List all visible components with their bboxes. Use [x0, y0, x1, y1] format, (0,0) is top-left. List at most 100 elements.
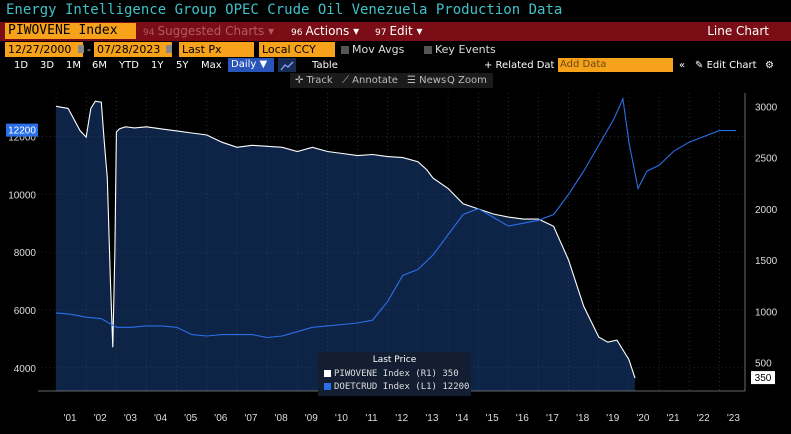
left-tick-label: 8000	[14, 248, 37, 259]
table-button[interactable]: Table	[312, 60, 338, 71]
left-tick-label: 10000	[8, 190, 36, 201]
range-bar: 1D 3D 1M 6M YTD 1Y 5Y Max Daily ▼ Table …	[0, 58, 791, 73]
x-tick-label: '23	[727, 413, 740, 424]
left-current-tag	[6, 123, 38, 137]
edit-number: 97	[375, 28, 387, 38]
track-tool[interactable]: ✛ Track	[295, 75, 333, 86]
right-current-label: 350	[755, 373, 772, 384]
checkbox-icon	[424, 46, 432, 54]
x-tick-label: '12	[395, 413, 408, 424]
series-line-piwovene[interactable]	[56, 100, 636, 379]
left-tick-label: 6000	[14, 306, 37, 317]
mov-avgs-label: Mov Avgs	[352, 43, 405, 56]
range-1d[interactable]: 1D	[14, 60, 29, 71]
legend-swatch	[324, 370, 331, 377]
right-tick-label: 1500	[755, 256, 778, 267]
right-tick-label: 3000	[755, 102, 778, 113]
currency-select[interactable]: Local CCY	[259, 42, 335, 57]
x-tick-label: '21	[667, 413, 680, 424]
price-chart[interactable]: 4000 6000 8000 10000 12000 500 1000 1500 2000 250…	[0, 88, 791, 434]
chart-type-label: Line Chart	[707, 24, 769, 38]
period-select[interactable]: Daily ▼	[228, 58, 274, 72]
range-1y[interactable]: 1Y	[151, 60, 164, 71]
legend[interactable]: Last Price PIWOVENE Index (R1) 350 DOETC…	[318, 352, 471, 396]
ticker-field[interactable]: PIWOVENE Index	[5, 23, 136, 39]
suggested-charts-menu[interactable]: 94 Suggested Charts ▾	[143, 22, 274, 43]
range-5y[interactable]: 5Y	[176, 60, 189, 71]
actions-label: Actions ▾	[305, 24, 360, 38]
x-tick-label: '01	[64, 413, 77, 424]
x-tick-label: '17	[546, 413, 559, 424]
x-tick-label: '15	[486, 413, 499, 424]
x-tick-label: '06	[214, 413, 227, 424]
edit-label: Edit ▾	[389, 24, 423, 38]
x-tick-label: '14	[456, 413, 469, 424]
left-tick-label: 12000	[8, 132, 36, 143]
range-ytd[interactable]: YTD	[119, 60, 139, 71]
right-tick-label: 2500	[755, 154, 778, 165]
calendar-icon[interactable]	[78, 45, 84, 53]
edit-menu[interactable]: 97 Edit ▾	[375, 22, 423, 43]
end-date-field[interactable]: 07/28/2023	[94, 42, 172, 57]
series-area-piwovene	[56, 101, 636, 391]
x-tick-label: '08	[275, 413, 288, 424]
command-bar: PIWOVENE Index 94 Suggested Charts ▾ 96 Ac…	[0, 22, 791, 41]
actions-menu[interactable]: 96 Actions ▾	[291, 22, 359, 43]
legend-label: PIWOVENE Index (R1) 350	[334, 369, 459, 379]
x-tick-label: '09	[305, 413, 318, 424]
gear-icon[interactable]: ⚙	[765, 60, 774, 71]
suggested-label: Suggested Charts ▾	[157, 24, 275, 38]
calendar-icon[interactable]	[166, 45, 172, 53]
news-tool[interactable]: ☰ News	[407, 75, 447, 86]
range-1m[interactable]: 1M	[66, 60, 81, 71]
chart-title: Energy Intelligence Group OPEC Crude Oil…	[6, 2, 563, 18]
actions-number: 96	[291, 28, 303, 38]
range-3d[interactable]: 3D	[40, 60, 55, 71]
right-tick-label: 2000	[755, 205, 778, 216]
chart-tools-bar: ✛ Track ⟋ Annotate ☰ News Q Zoom	[290, 73, 493, 88]
zoom-tool[interactable]: Q Zoom	[447, 75, 487, 86]
add-data-input[interactable]: Add Data	[558, 58, 673, 72]
right-current-tag	[751, 371, 775, 385]
date-controls-bar: 12/27/2000 - 07/28/2023 Last Px Local CC…	[0, 41, 791, 58]
x-tick-label: '20	[636, 413, 649, 424]
range-6m[interactable]: 6M	[92, 60, 107, 71]
legend-item: DOETCRUD Index (L1) 12200	[324, 382, 469, 392]
legend-swatch	[324, 383, 331, 390]
pencil-icon: ✎	[695, 60, 707, 71]
range-max[interactable]: Max	[201, 60, 222, 71]
right-tick-label: 500	[755, 359, 772, 370]
annotate-tool[interactable]: ⟋ Annotate	[342, 75, 398, 86]
x-tick-label: '13	[425, 413, 438, 424]
legend-label: DOETCRUD Index (L1) 12200	[334, 382, 470, 392]
suggested-number: 94	[143, 28, 155, 38]
series-line-doetcrud[interactable]	[56, 96, 736, 339]
x-tick-label: '19	[606, 413, 619, 424]
legend-header: Last Price	[372, 355, 417, 365]
left-current-label: 12200	[8, 126, 36, 137]
x-tick-label: '22	[697, 413, 710, 424]
start-date-field[interactable]: 12/27/2000	[5, 42, 83, 57]
edit-chart-label: Edit Chart	[706, 60, 757, 71]
collapse-icon[interactable]: «	[679, 60, 686, 71]
x-tick-label: '04	[154, 413, 167, 424]
x-tick-label: '11	[365, 413, 378, 424]
x-tick-label: '03	[124, 413, 137, 424]
key-events-label: Key Events	[435, 43, 496, 56]
x-tick-label: '10	[335, 413, 348, 424]
edit-chart-button[interactable]: ✎ Edit Chart	[695, 58, 757, 73]
line-chart-icon[interactable]	[278, 58, 296, 72]
key-events-toggle[interactable]: Key Events	[421, 42, 496, 57]
right-tick-label: 1000	[755, 307, 778, 318]
legend-item: PIWOVENE Index (R1) 350	[324, 369, 459, 379]
date-separator: -	[87, 43, 91, 56]
x-tick-label: '05	[184, 413, 197, 424]
x-tick-label: '18	[576, 413, 589, 424]
x-tick-label: '07	[244, 413, 257, 424]
mov-avgs-toggle[interactable]: Mov Avgs	[338, 42, 404, 57]
related-data-button[interactable]: + Related Data	[484, 60, 554, 71]
x-tick-label: '16	[516, 413, 529, 424]
checkbox-icon	[341, 46, 349, 54]
x-tick-label: '02	[94, 413, 107, 424]
price-field-select[interactable]: Last Px	[179, 42, 254, 57]
